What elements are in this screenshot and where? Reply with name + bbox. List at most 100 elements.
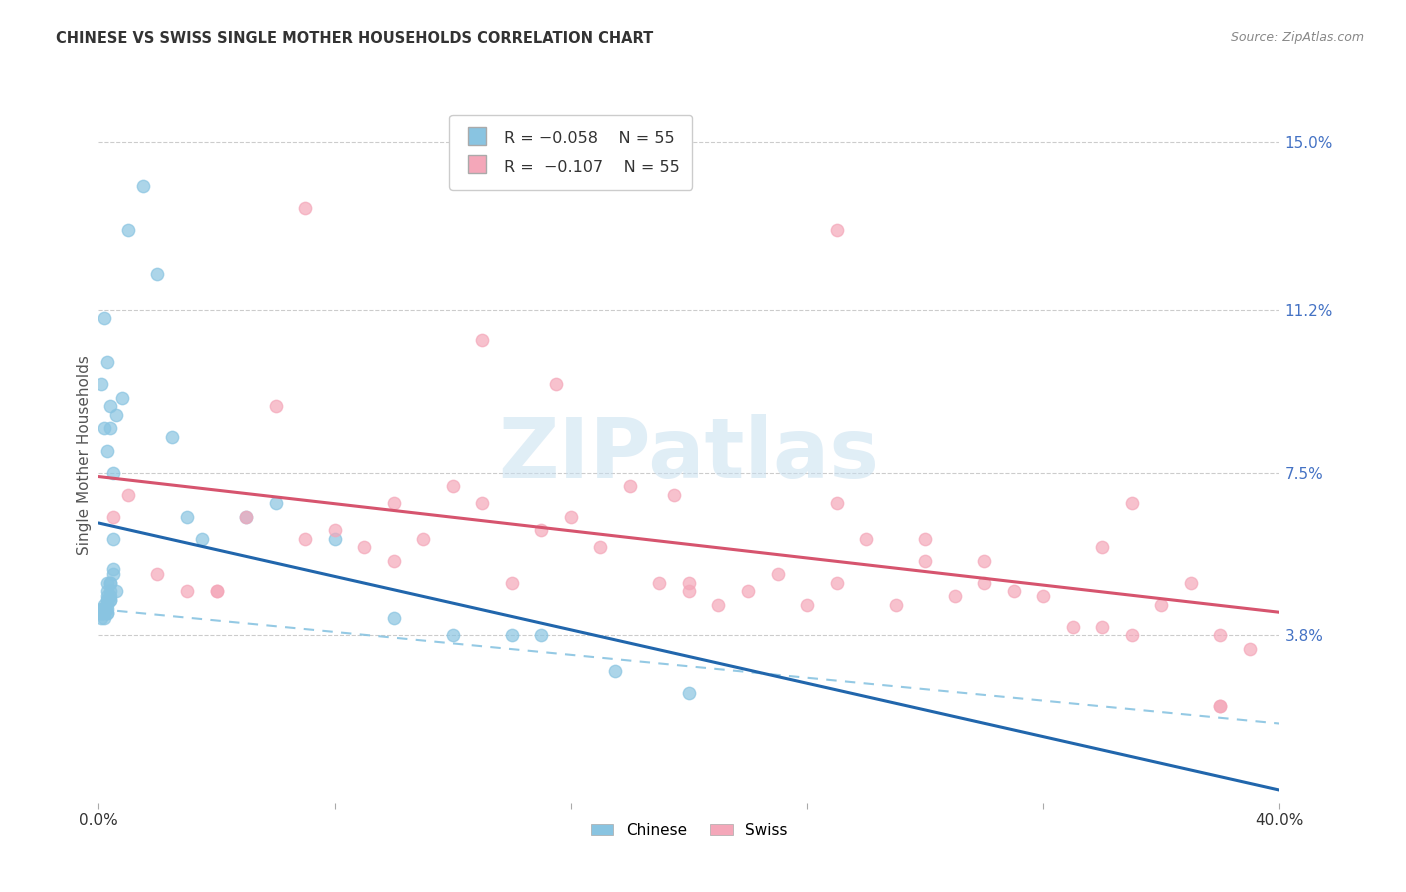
Point [471,496,494,510]
Point [589,541,612,555]
Point [884,598,907,612]
Point [176,509,198,524]
Point [1062,620,1084,634]
Point [96,443,118,458]
Point [678,575,700,590]
Point [501,575,523,590]
Point [501,628,523,642]
Text: ZIPatlas: ZIPatlas [499,415,879,495]
Point [1239,641,1261,656]
Point [471,334,494,348]
Point [796,598,818,612]
Point [93,421,115,435]
Point [382,553,405,567]
Point [1091,541,1114,555]
Point [96,607,118,621]
Point [103,566,125,581]
Point [264,400,287,414]
Point [353,541,375,555]
Point [96,607,118,621]
Point [93,602,115,616]
Point [382,611,405,625]
Point [737,584,759,599]
Point [162,430,183,444]
Legend: Chinese, Swiss: Chinese, Swiss [585,817,793,844]
Point [1121,628,1143,642]
Point [90,602,112,616]
Point [678,584,700,599]
Point [98,575,121,590]
Point [855,532,877,546]
Point [1091,620,1114,634]
Point [176,584,198,599]
Point [605,664,627,678]
Point [1209,698,1232,713]
Point [90,611,112,625]
Point [323,532,346,546]
Point [825,223,848,237]
Point [294,202,316,216]
Point [648,575,671,590]
Point [441,628,464,642]
Point [973,553,995,567]
Point [205,584,228,599]
Point [441,479,464,493]
Point [146,566,169,581]
Point [98,584,121,599]
Point [105,409,128,423]
Point [98,593,121,607]
Point [530,628,553,642]
Point [93,602,115,616]
Point [323,523,346,537]
Point [93,607,115,621]
Point [103,562,125,576]
Point [546,377,568,392]
Point [90,607,112,621]
Point [825,575,848,590]
Point [191,532,214,546]
Point [132,179,155,194]
Point [98,400,121,414]
Point [825,496,848,510]
Point [96,584,118,599]
Point [766,566,789,581]
Point [264,496,287,510]
Point [111,391,134,405]
Point [98,575,121,590]
Point [96,589,118,603]
Point [530,523,553,537]
Point [117,487,139,501]
Point [678,686,700,700]
Point [96,575,118,590]
Point [235,509,257,524]
Point [146,268,169,282]
Point [93,611,115,625]
Point [98,421,121,435]
Point [1121,496,1143,510]
Point [93,602,115,616]
Point [103,466,125,480]
Point [664,487,686,501]
Point [1032,589,1054,603]
Point [560,509,582,524]
Point [105,584,128,599]
Point [294,532,316,546]
Point [98,589,121,603]
Point [235,509,257,524]
Point [914,553,936,567]
Point [1150,598,1173,612]
Point [96,602,118,616]
Text: Source: ZipAtlas.com: Source: ZipAtlas.com [1230,31,1364,45]
Point [1180,575,1202,590]
Point [619,479,641,493]
Point [707,598,730,612]
Point [117,223,139,237]
Point [973,575,995,590]
Point [96,355,118,369]
Point [1209,628,1232,642]
Point [90,607,112,621]
Point [96,598,118,612]
Point [103,532,125,546]
Point [93,311,115,326]
Point [90,377,112,392]
